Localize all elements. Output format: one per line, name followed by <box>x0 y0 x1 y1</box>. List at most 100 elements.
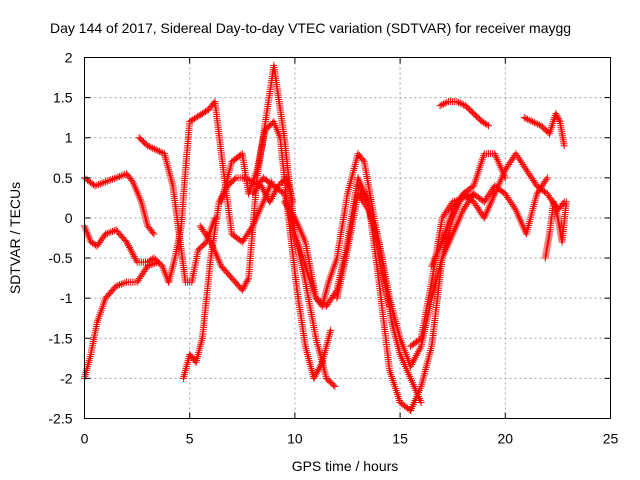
data-point <box>243 278 251 286</box>
data-point <box>449 198 457 206</box>
data-point <box>359 189 367 197</box>
data-point <box>360 199 368 207</box>
data-point <box>290 212 298 220</box>
data-point <box>289 210 297 218</box>
data-point <box>534 120 542 128</box>
data-point <box>242 233 250 241</box>
data-point <box>327 326 335 334</box>
data-point <box>310 374 318 382</box>
data-point <box>409 357 417 365</box>
data-point <box>255 181 263 189</box>
data-point <box>266 198 274 206</box>
data-point <box>110 227 118 235</box>
data-point <box>361 201 369 209</box>
y-tick-label: 0 <box>65 210 73 226</box>
data-point <box>436 102 444 110</box>
series-prn-b <box>81 222 173 286</box>
data-point <box>121 170 129 178</box>
data-point <box>270 189 278 197</box>
y-tick-label: -2.5 <box>48 411 72 427</box>
data-point <box>545 192 553 200</box>
data-point <box>446 201 454 209</box>
data-point <box>329 381 337 389</box>
data-point <box>562 198 570 206</box>
data-point <box>154 258 162 266</box>
data-point <box>147 261 155 269</box>
data-point <box>130 253 138 261</box>
data-point <box>511 204 519 212</box>
data-point <box>504 162 512 170</box>
data-point <box>238 286 246 294</box>
data-point <box>543 174 551 182</box>
data-point <box>128 249 136 257</box>
data-point <box>518 159 526 167</box>
data-point <box>442 209 450 217</box>
data-point <box>452 201 460 209</box>
data-point <box>244 276 252 284</box>
data-point <box>502 164 510 172</box>
data-point <box>155 147 163 155</box>
data-point <box>552 110 560 118</box>
data-point <box>116 281 124 289</box>
x-tick-label: 0 <box>81 431 89 447</box>
data-point <box>124 242 132 250</box>
data-point <box>124 240 132 248</box>
data-point <box>197 224 205 232</box>
data-point <box>139 269 147 277</box>
data-point <box>244 229 252 237</box>
data-point <box>284 203 292 211</box>
data-point <box>555 116 563 124</box>
data-point <box>527 173 535 181</box>
data-point <box>476 207 484 215</box>
data-point <box>522 166 530 174</box>
data-point <box>103 177 111 185</box>
data-point <box>287 209 295 217</box>
data-point <box>438 101 446 109</box>
data-point <box>261 189 269 197</box>
data-point <box>241 281 249 289</box>
data-point <box>137 273 145 281</box>
x-tick-label: 5 <box>186 431 194 447</box>
data-point <box>257 177 265 185</box>
data-point <box>259 185 267 193</box>
data-point <box>154 147 162 155</box>
y-tick-label: -1 <box>60 290 73 306</box>
data-point <box>114 281 122 289</box>
data-point <box>356 185 364 193</box>
data-point <box>91 182 99 190</box>
data-point <box>460 204 468 212</box>
data-point <box>524 115 532 123</box>
data-point <box>355 184 363 192</box>
data-point <box>521 164 529 172</box>
data-point <box>485 191 493 199</box>
data-point <box>512 150 520 158</box>
data-point <box>250 188 258 196</box>
data-point <box>149 228 157 236</box>
data-point <box>546 193 554 201</box>
data-point <box>199 226 207 234</box>
data-point <box>316 362 324 370</box>
data-point <box>145 261 153 269</box>
x-tick-label: 15 <box>392 431 408 447</box>
data-point <box>444 205 452 213</box>
data-point <box>129 251 137 259</box>
data-point <box>533 190 541 198</box>
y-tick-label: 1.5 <box>53 90 73 106</box>
data-point <box>449 206 457 214</box>
data-points <box>81 62 570 414</box>
data-point <box>526 171 534 179</box>
data-point <box>483 194 491 202</box>
series-prn-f <box>179 174 297 382</box>
data-point <box>554 114 562 122</box>
data-point <box>313 369 321 377</box>
data-point <box>239 284 247 292</box>
data-point <box>445 203 453 211</box>
data-point <box>95 181 103 189</box>
data-point <box>501 166 509 174</box>
y-tick-label: 2 <box>65 50 73 66</box>
plot-frame <box>84 57 611 419</box>
data-point <box>525 169 533 177</box>
data-point <box>412 351 420 359</box>
data-point <box>360 191 368 199</box>
